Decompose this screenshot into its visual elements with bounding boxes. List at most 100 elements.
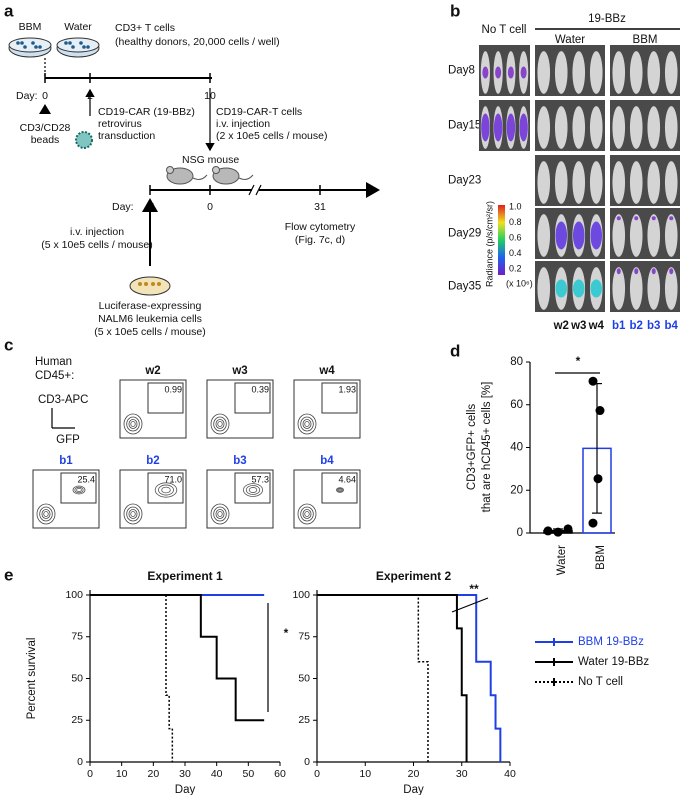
label: GFP [56,434,80,446]
label: 40 [211,768,223,780]
label: No T cell [482,24,527,36]
beads-marker [39,104,51,114]
contour [215,509,225,519]
label: b2 [146,455,159,467]
contour [74,486,84,494]
contour [126,416,140,432]
label: BBM [633,34,658,46]
contour [158,484,174,496]
label: (2 x 10e5 cells / mouse) [216,130,327,142]
label: CD45+: [35,370,74,382]
label: 0 [304,756,310,768]
label: 60 [274,768,286,780]
line [248,184,255,196]
mouse-image [612,51,626,94]
contour [43,511,49,517]
label: 60 [510,399,523,411]
mouse-image [537,214,551,257]
point [588,376,598,386]
cell-dot [86,45,90,49]
label: b3 [233,455,246,467]
contour [210,413,230,435]
label: (5 x 10e5 cells / mouse) [94,326,205,338]
signal [506,113,516,142]
label: d [450,341,460,360]
signal [507,66,514,79]
mouse-image [647,161,661,204]
mouse-image [537,267,551,310]
mouse-image [589,51,603,94]
contour [297,503,317,525]
mouse-image [629,106,643,149]
label: 25.4 [77,474,95,484]
cell-dot [138,282,142,286]
cell-dot [68,41,72,45]
contour [213,506,227,522]
mouse [166,167,194,185]
mouse-ear [212,166,220,174]
signal [590,279,603,298]
signal [634,216,639,221]
contour [123,413,143,435]
mouse-image [554,106,568,149]
contour [72,485,86,495]
mouse-image [554,161,568,204]
label: 0.8 [509,217,522,227]
signal [651,268,656,275]
contour [215,419,225,429]
contour [36,503,56,525]
signal [634,268,639,275]
signal [520,66,527,79]
contour [300,506,314,522]
label: 50 [298,672,310,684]
label: w3 [570,320,586,332]
label: Day [175,784,196,795]
contour [245,485,261,495]
label: Water [555,34,585,46]
contour [304,421,310,427]
mouse-image [629,51,643,94]
label: 25 [71,714,83,726]
cell-dot [38,45,42,49]
label: b2 [630,320,643,332]
label: Human [35,356,72,368]
signal [482,66,489,79]
mouse-image [612,267,626,310]
signal [616,268,621,275]
label: 0.39 [251,384,269,394]
cell-dot [79,41,83,45]
label: 0.6 [509,232,522,242]
label: BBM [19,21,42,33]
label: CD3+ T cells [115,22,175,34]
label: Day: [112,201,134,213]
mouse-image [664,214,678,257]
point [588,518,598,528]
label: 40 [504,768,516,780]
label: b1 [612,320,626,332]
label: 31 [314,201,326,213]
point [553,527,563,537]
contour [126,506,140,522]
mouse-image [664,51,678,94]
label: 0 [314,768,320,780]
cell-dot [23,45,27,49]
dish-rim [8,37,52,53]
cell-dot [34,45,38,49]
label: CD3+GFP+ cells [466,404,478,491]
cell-dot [31,41,35,45]
contour [338,488,342,492]
signal [669,268,674,275]
label: w2 [553,320,569,332]
label: i.v. injection [216,118,270,130]
contour [130,511,136,517]
label: Percent survival [26,638,38,720]
contour [161,486,171,494]
label: 10 [359,768,371,780]
label: Radiance (p/s/cm²/sr) [484,201,494,287]
label: 80 [510,356,523,368]
signal [481,113,490,142]
label: CD3/CD28 [20,122,71,134]
mouse-image [647,267,661,310]
contour [210,503,230,525]
label: 75 [298,631,310,643]
